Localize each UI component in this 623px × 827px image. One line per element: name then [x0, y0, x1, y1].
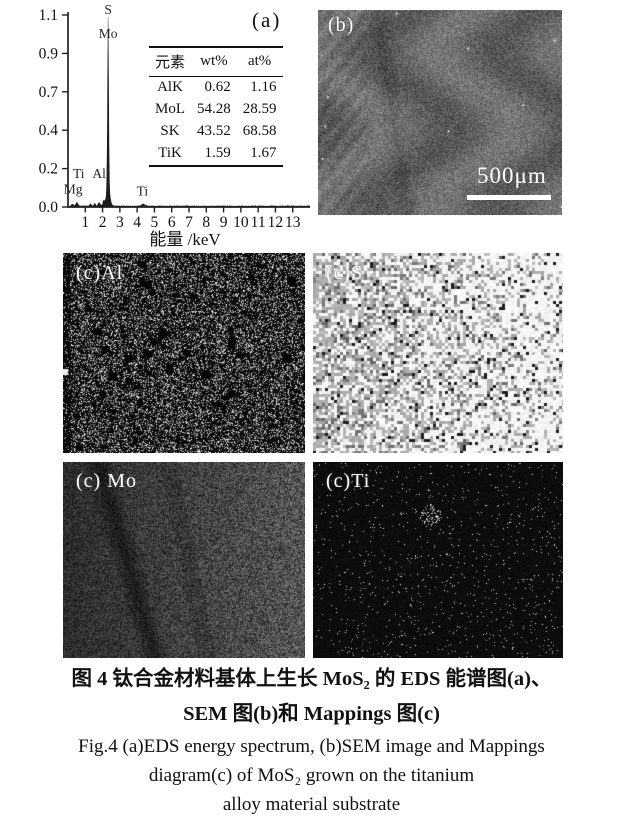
svg-text:Mo: Mo	[99, 26, 118, 41]
table-row: AlK 0.62 1.16	[149, 77, 283, 100]
svg-text:7: 7	[185, 214, 193, 231]
svg-text:0.7: 0.7	[39, 84, 59, 101]
svg-text:4: 4	[133, 214, 141, 231]
s-map-label: (c)S	[326, 262, 363, 285]
svg-text:6: 6	[168, 214, 176, 231]
svg-text:Ti: Ti	[73, 166, 85, 181]
ti-map-label: (c)Ti	[326, 470, 370, 493]
svg-text:Ti: Ti	[137, 183, 149, 198]
table-cell: AlK	[149, 77, 191, 100]
svg-text:5: 5	[151, 214, 159, 231]
svg-text:8: 8	[202, 214, 210, 231]
svg-text:0.0: 0.0	[39, 199, 59, 216]
eds-composition-table: 元素 wt% at% AlK 0.62 1.16 MoL 54.28 28.59 SK 43.52…	[149, 46, 283, 167]
table-cell: 1.16	[237, 77, 283, 100]
table-header-cell: wt%	[191, 47, 237, 77]
table-cell: 0.62	[191, 77, 237, 100]
table-cell: 1.67	[237, 143, 283, 166]
svg-text:3: 3	[116, 214, 124, 231]
svg-text:1: 1	[81, 214, 89, 231]
panel-a-label: (a)	[252, 8, 281, 33]
mo-map-label: (c) Mo	[76, 470, 137, 493]
caption-en-line1: Fig.4 (a)EDS energy spectrum, (b)SEM ima…	[0, 732, 623, 761]
table-cell: TiK	[149, 143, 191, 166]
table-header-cell: 元素	[149, 47, 191, 77]
table-header: 元素 wt% at%	[149, 47, 283, 77]
table-cell: SK	[149, 121, 191, 143]
table-cell: MoL	[149, 99, 191, 121]
scale-bar	[467, 195, 551, 200]
svg-text:S: S	[104, 2, 112, 17]
caption-en-line3: alloy material substrate	[0, 790, 623, 819]
figure-caption: 图 4 钛合金材料基体上生长 MoS₂ 的 EDS 能谱图(a)、 SEM 图(…	[0, 662, 623, 819]
caption-en-line2: diagram(c) of MoS₂ grown on the titanium	[0, 761, 623, 790]
table-cell: 43.52	[191, 121, 237, 143]
table-cell: 54.28	[191, 99, 237, 121]
svg-text:0.2: 0.2	[39, 161, 58, 178]
svg-text:能量 /keV: 能量 /keV	[149, 230, 221, 249]
table-cell: 68.58	[237, 121, 283, 143]
panel-b-label: (b)	[328, 14, 354, 37]
svg-text:Al: Al	[92, 166, 106, 181]
svg-text:13: 13	[285, 214, 301, 231]
svg-text:Mg: Mg	[64, 182, 83, 197]
scale-bar-label: 500μm	[477, 163, 547, 189]
svg-text:12: 12	[268, 214, 284, 231]
table-cell: 1.59	[191, 143, 237, 166]
svg-text:0.4: 0.4	[39, 122, 59, 139]
table-cell: 28.59	[237, 99, 283, 121]
caption-cn-line1: 图 4 钛合金材料基体上生长 MoS₂ 的 EDS 能谱图(a)、	[0, 662, 623, 697]
svg-text:1.1: 1.1	[39, 7, 58, 24]
svg-text:11: 11	[251, 214, 266, 231]
table-header-cell: at%	[237, 47, 283, 77]
svg-text:9: 9	[220, 214, 228, 231]
svg-text:10: 10	[233, 214, 249, 231]
svg-text:0.9: 0.9	[39, 45, 59, 62]
caption-cn-line2: SEM 图(b)和 Mappings 图(c)	[0, 697, 623, 732]
svg-text:2: 2	[99, 214, 107, 231]
table-row: TiK 1.59 1.67	[149, 143, 283, 166]
table-row: SK 43.52 68.58	[149, 121, 283, 143]
figure-page: 1 2 3 4 5 6 7 8 9 10 11 12 13 0.0 0.2 0.4 0.7 0.9 1.1 S Mo Ti…	[0, 0, 623, 827]
table-row: MoL 54.28 28.59	[149, 99, 283, 121]
al-map-label: (c)Al	[76, 262, 123, 285]
